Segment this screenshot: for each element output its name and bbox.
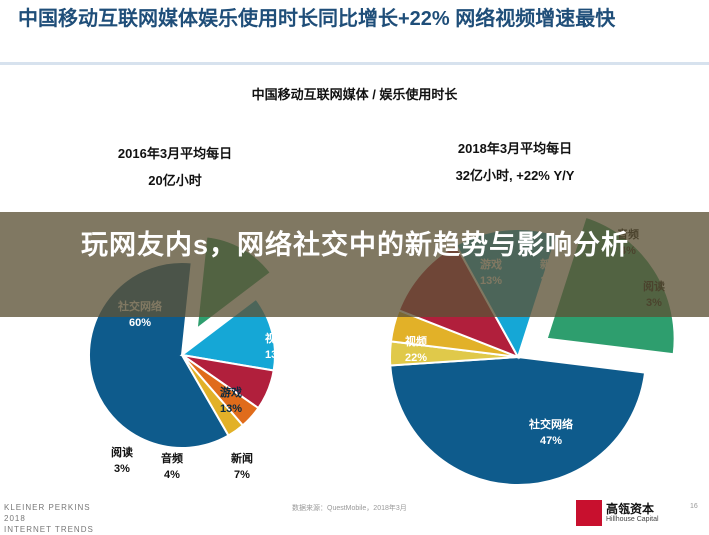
brand-logo-icon [576, 500, 602, 526]
pie1-label-5: 阅读 [111, 445, 133, 459]
left-caption: 2016年3月平均每日 [117, 146, 233, 161]
pie2-value-0: 47% [540, 435, 562, 447]
pie2-value-1: 22% [405, 352, 427, 364]
pie1-value-1: 13% [265, 349, 287, 361]
footer-source: 数据来源：QuestMobile，2018年3月 [292, 505, 407, 512]
pie1-label-4: 音频 [161, 451, 183, 465]
pie1-value-3: 7% [234, 469, 250, 481]
pie1-value-4: 4% [164, 469, 180, 481]
brand-name-cn: 高瓴资本 [606, 502, 655, 516]
pie1-label-1: 视频 [265, 331, 287, 345]
slide-title: 中国移动互联网媒体娱乐使用时长同比增长+22% 网络视频增速最快 [18, 8, 616, 30]
right-caption: 2018年3月平均每日 [457, 141, 573, 156]
chart-title: 中国移动互联网媒体 / 娱乐使用时长 [251, 87, 458, 102]
pie2-slice-0 [389, 355, 647, 486]
pie1-label-2: 游戏 [220, 385, 242, 399]
title-divider [0, 62, 709, 65]
pie1-label-3: 新闻 [231, 451, 253, 465]
pie1-value-5: 3% [114, 463, 130, 475]
pie1-value-0: 60% [129, 317, 151, 329]
footer-report: KLEINER PERKINS 2018 INTERNET TRENDS [4, 502, 94, 535]
pie1-value-2: 13% [220, 403, 242, 415]
brand-name-en: Hillhouse Capital [606, 516, 659, 523]
footer-year: 2018 [4, 514, 26, 523]
pie2-label-0: 社交网络 [528, 417, 573, 431]
footer-firm: KLEINER PERKINS [4, 503, 91, 512]
pie1-slice-5 [181, 354, 245, 437]
page-number: 16 [690, 503, 698, 510]
left-total: 20亿小时 [148, 173, 202, 188]
title-overlay [0, 212, 709, 317]
pie2-label-1: 视频 [405, 334, 427, 348]
overlay-title: 玩网友内s，网络社交中的新趋势与影响分析 [80, 230, 629, 260]
right-total: 32亿小时, +22% Y/Y [455, 168, 575, 183]
